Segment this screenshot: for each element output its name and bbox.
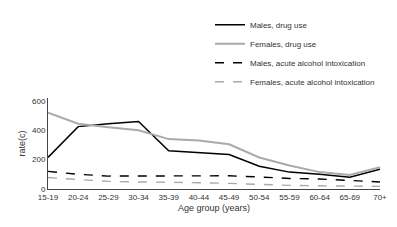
- svg-text:30-34: 30-34: [128, 193, 149, 202]
- svg-text:45-49: 45-49: [219, 193, 240, 202]
- svg-text:200: 200: [32, 155, 46, 164]
- svg-text:Females, acute alcohol intoxic: Females, acute alcohol intoxication: [250, 78, 375, 87]
- svg-text:50-54: 50-54: [249, 193, 270, 202]
- svg-text:60-64: 60-64: [309, 193, 330, 202]
- svg-text:40-44: 40-44: [189, 193, 210, 202]
- svg-text:15-19: 15-19: [38, 193, 59, 202]
- svg-text:70+: 70+: [373, 193, 387, 202]
- svg-text:65-69: 65-69: [340, 193, 361, 202]
- svg-text:Males, acute alcohol intoxicat: Males, acute alcohol intoxication: [250, 59, 365, 68]
- svg-text:0: 0: [41, 185, 46, 194]
- svg-text:35-39: 35-39: [158, 193, 179, 202]
- svg-text:600: 600: [32, 97, 46, 106]
- svg-text:400: 400: [32, 126, 46, 135]
- svg-text:25-29: 25-29: [98, 193, 119, 202]
- svg-text:Females, drug use: Females, drug use: [250, 40, 317, 49]
- svg-text:55-59: 55-59: [279, 193, 300, 202]
- svg-text:20-24: 20-24: [68, 193, 89, 202]
- svg-text:Males, drug use: Males, drug use: [250, 21, 307, 30]
- svg-text:rate(c): rate(c): [17, 130, 27, 156]
- svg-text:Age group (years): Age group (years): [178, 203, 250, 213]
